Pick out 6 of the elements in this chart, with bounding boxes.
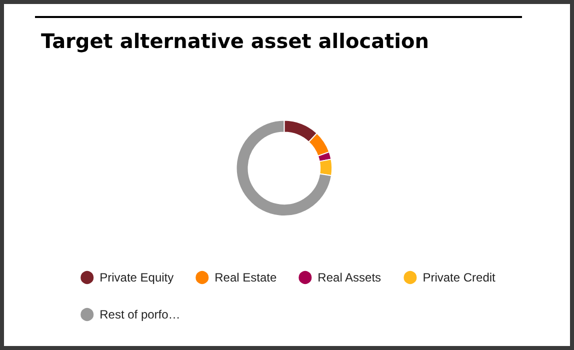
- legend-label: Real Assets: [318, 270, 382, 284]
- legend-label: Private Credit: [422, 270, 496, 284]
- legend-label: Rest of porfo…: [100, 308, 180, 322]
- legend-label: Private Equity: [100, 270, 174, 284]
- legend-label: Real Estate: [214, 270, 277, 284]
- chart-title: Target alternative asset allocation: [41, 29, 429, 53]
